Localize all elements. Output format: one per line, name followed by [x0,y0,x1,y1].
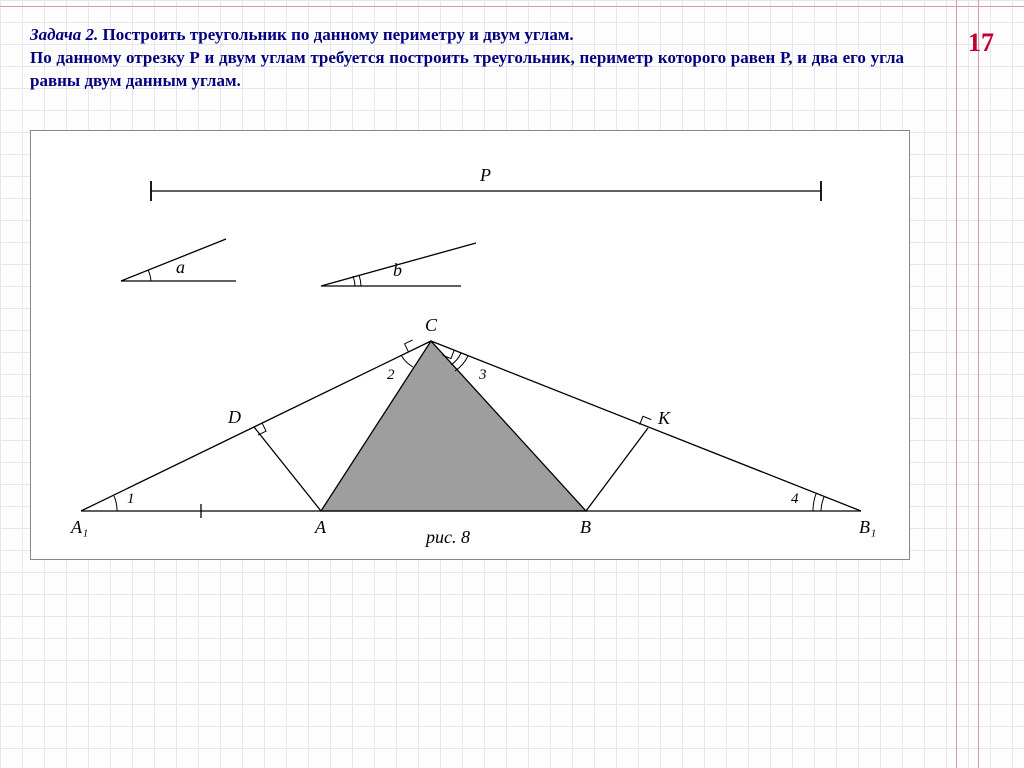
svg-text:3: 3 [478,367,487,383]
svg-text:a: a [176,257,185,277]
margin-right-1 [956,0,957,768]
svg-text:P: P [479,165,491,185]
problem-line1: Построить треугольник по данному перимет… [98,25,573,44]
svg-text:C: C [425,315,438,335]
svg-text:B: B [580,517,591,537]
figure-container: Pa b 1 4 2 3 C D K A₁ B₁ A Bрис. 8 [30,130,910,560]
svg-text:B₁: B₁ [859,517,876,537]
page-number: 17 [968,28,994,58]
svg-text:K: K [657,408,671,428]
svg-text:A: A [314,517,327,537]
svg-text:1: 1 [127,491,135,507]
svg-text:b: b [393,260,402,280]
svg-text:A₁: A₁ [70,517,88,537]
svg-text:2: 2 [387,367,395,383]
problem-title: Задача 2. [30,25,98,44]
margin-top [0,6,1024,7]
svg-text:4: 4 [791,491,799,507]
svg-text:рис. 8: рис. 8 [424,527,470,547]
problem-line2: По данному отрезку Р и двум углам требуе… [30,48,904,90]
figure-svg: Pa b 1 4 2 3 C D K A₁ B₁ A Bрис. 8 [31,131,911,561]
problem-header: Задача 2. Построить треугольник по данно… [30,24,904,93]
margin-right-2 [978,0,979,768]
svg-text:D: D [227,407,241,427]
